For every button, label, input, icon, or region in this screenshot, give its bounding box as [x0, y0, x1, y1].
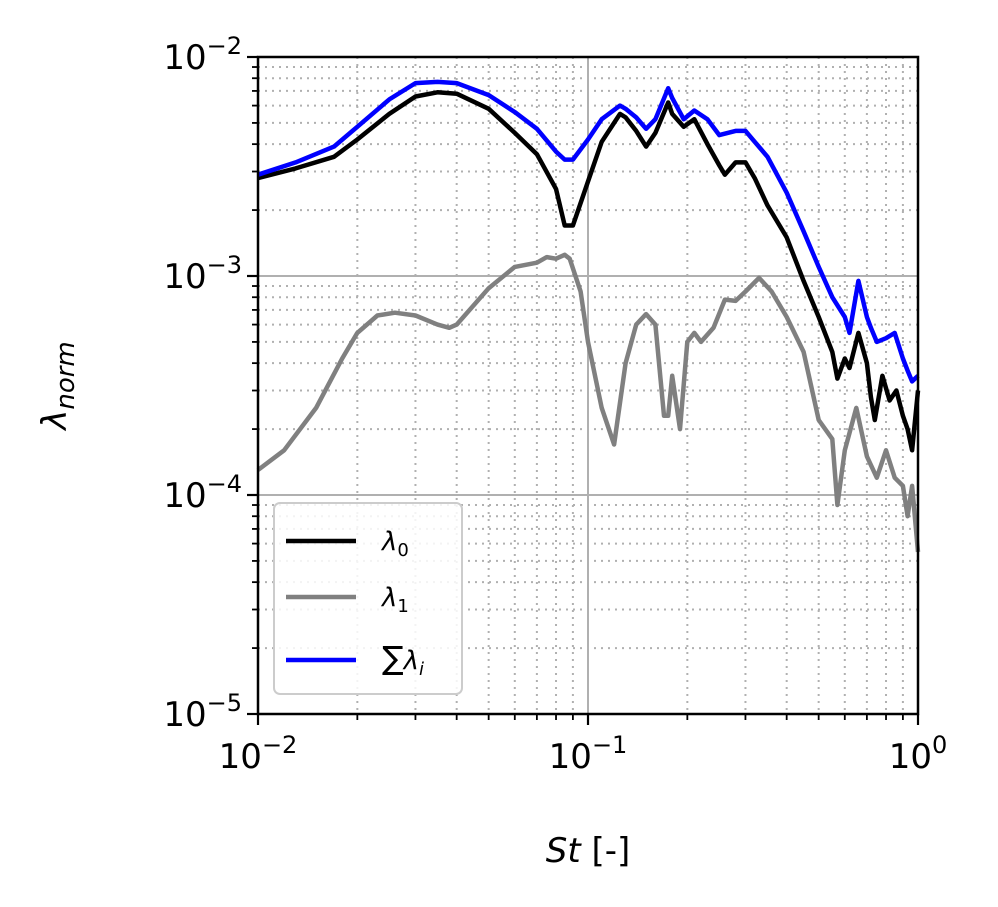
y-tick-label: 10−3 — [163, 251, 242, 297]
legend-label: λ1 — [380, 583, 409, 617]
series-layer — [256, 79, 921, 553]
axis-ticks: 10−2 10−1 100 10−5 10−4 10−3 10−2 — [163, 32, 947, 777]
series-line — [257, 90, 921, 453]
x-tick-label: 10−1 — [549, 731, 628, 777]
series-line — [257, 79, 920, 384]
legend: λ0 λ1 ∑λi — [273, 502, 463, 695]
y-tick-label: 10−5 — [163, 689, 242, 735]
legend-label: λ0 — [380, 527, 409, 561]
y-axis-label: λnorm — [35, 341, 81, 432]
legend-frame — [273, 502, 463, 695]
y-tick-label: 10−4 — [163, 470, 242, 516]
y-tick-label: 10−2 — [163, 32, 242, 78]
x-tick-label: 10−2 — [219, 731, 298, 777]
legend-label: ∑λi — [382, 639, 424, 680]
x-axis-label: St [-] — [546, 831, 631, 871]
series-line — [256, 252, 921, 553]
x-tick-label: 100 — [889, 731, 948, 777]
